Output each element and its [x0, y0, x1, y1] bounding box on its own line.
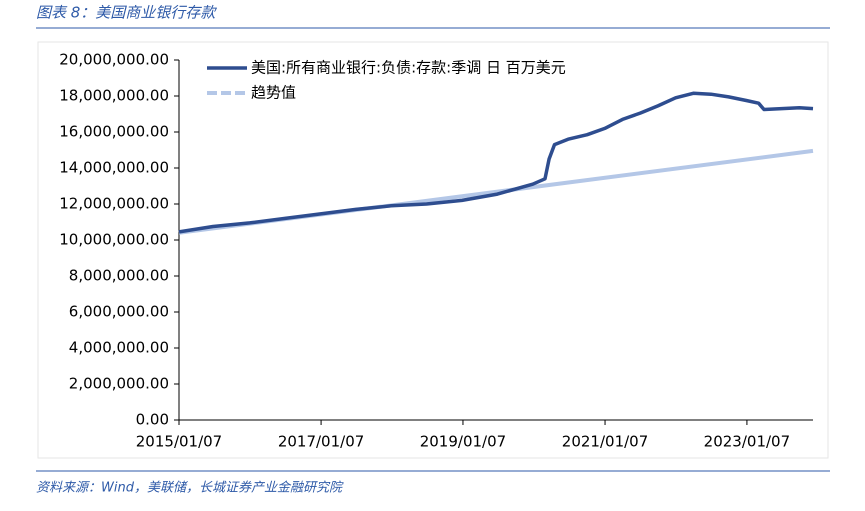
y-tick-label: 0.00 [136, 411, 169, 429]
chart-title: 图表 8：美国商业银行存款 [36, 4, 217, 22]
y-tick-label: 14,000,000.00 [59, 159, 169, 177]
legend-label: 趋势值 [251, 84, 296, 102]
x-tick-label: 2023/01/07 [704, 433, 790, 451]
x-tick-label: 2017/01/07 [278, 433, 364, 451]
x-tick-label: 2021/01/07 [562, 433, 648, 451]
y-tick-label: 2,000,000.00 [69, 375, 169, 393]
legend-label: 美国:所有商业银行:负债:存款:季调 日 百万美元 [251, 59, 566, 77]
y-tick-label: 12,000,000.00 [59, 195, 169, 213]
frame [37, 41, 829, 459]
y-tick-label: 18,000,000.00 [59, 87, 169, 105]
x-tick-label: 2019/01/07 [420, 433, 506, 451]
y-tick-label: 8,000,000.00 [69, 267, 169, 285]
source: 资料来源：Wind，美联储，长城证券产业金融研究院 [36, 480, 344, 496]
y-tick-label: 4,000,000.00 [69, 339, 169, 357]
x-tick-label: 2015/01/07 [136, 433, 222, 451]
y-tick-label: 20,000,000.00 [59, 51, 169, 69]
y-tick-label: 6,000,000.00 [69, 303, 169, 321]
series-line [178, 91, 814, 234]
y-tick-label: 16,000,000.00 [59, 123, 169, 141]
y-tick-label: 10,000,000.00 [59, 231, 169, 249]
